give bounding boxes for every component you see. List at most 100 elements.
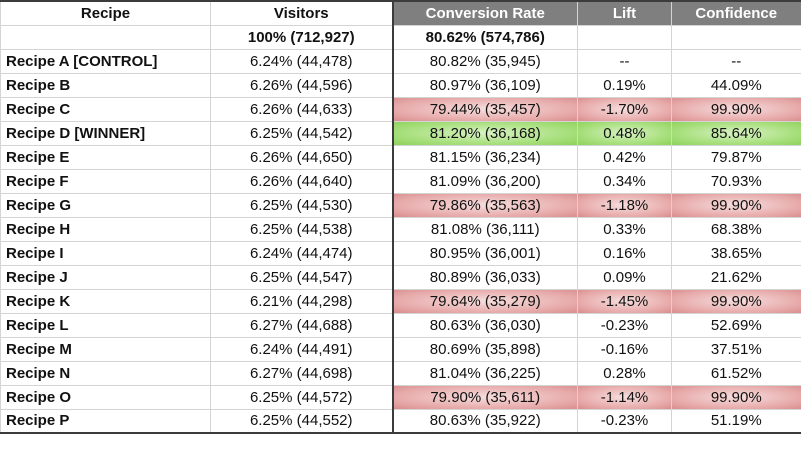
confidence-cell: 70.93% bbox=[671, 168, 801, 194]
lift-cell: -1.45% bbox=[577, 288, 672, 314]
lift-cell: -0.16% bbox=[577, 336, 672, 362]
confidence-cell: 68.38% bbox=[671, 216, 801, 242]
recipe-cell: Recipe B bbox=[0, 72, 211, 98]
conversion-rate-cell: 81.04% (36,225) bbox=[391, 360, 578, 386]
header-row: Recipe Visitors Conversion Rate Lift Con… bbox=[0, 0, 801, 26]
visitors-cell: 6.24% (44,474) bbox=[210, 240, 393, 266]
totals-conversion-cell: 80.62% (574,786) bbox=[391, 24, 578, 50]
lift-cell: 0.19% bbox=[577, 72, 672, 98]
confidence-cell: 79.87% bbox=[671, 144, 801, 170]
header-recipe[interactable]: Recipe bbox=[0, 0, 211, 26]
recipe-cell: Recipe J bbox=[0, 264, 211, 290]
recipe-cell: Recipe F bbox=[0, 168, 211, 194]
confidence-cell: 21.62% bbox=[671, 264, 801, 290]
visitors-cell: 6.26% (44,633) bbox=[210, 96, 393, 122]
table-row: Recipe N 6.27% (44,698) 81.04% (36,225) 0.2… bbox=[0, 360, 801, 386]
visitors-cell: 6.25% (44,542) bbox=[210, 120, 393, 146]
table-row: Recipe B 6.26% (44,596) 80.97% (36,109) 0.1… bbox=[0, 72, 801, 98]
lift-cell: -0.23% bbox=[577, 312, 672, 338]
visitors-cell: 6.25% (44,547) bbox=[210, 264, 393, 290]
conversion-rate-cell: 81.08% (36,111) bbox=[391, 216, 578, 242]
visitors-cell: 6.24% (44,491) bbox=[210, 336, 393, 362]
visitors-cell: 6.27% (44,688) bbox=[210, 312, 393, 338]
recipe-cell: Recipe M bbox=[0, 336, 211, 362]
confidence-cell: 99.90% bbox=[671, 96, 801, 122]
conversion-rate-cell: 80.97% (36,109) bbox=[391, 72, 578, 98]
table-row: Recipe C 6.26% (44,633) 79.44% (35,457) -1.… bbox=[0, 96, 801, 122]
visitors-cell: 6.25% (44,552) bbox=[210, 408, 393, 434]
conversion-rate-cell: 79.90% (35,611) bbox=[391, 384, 578, 410]
header-conversion-rate[interactable]: Conversion Rate bbox=[391, 0, 578, 26]
totals-visitors-cell: 100% (712,927) bbox=[210, 24, 393, 50]
recipe-cell: Recipe A [CONTROL] bbox=[0, 48, 211, 74]
header-visitors[interactable]: Visitors bbox=[210, 0, 393, 26]
lift-cell: 0.42% bbox=[577, 144, 672, 170]
confidence-cell: 99.90% bbox=[671, 288, 801, 314]
totals-recipe-cell bbox=[0, 24, 211, 50]
table-row: Recipe G 6.25% (44,530) 79.86% (35,563) -1.… bbox=[0, 192, 801, 218]
table-row: Recipe L 6.27% (44,688) 80.63% (36,030) -0.… bbox=[0, 312, 801, 338]
recipe-cell: Recipe K bbox=[0, 288, 211, 314]
conversion-rate-cell: 80.63% (36,030) bbox=[391, 312, 578, 338]
lift-cell: 0.33% bbox=[577, 216, 672, 242]
confidence-cell: 51.19% bbox=[671, 408, 801, 434]
table-row: Recipe P 6.25% (44,552) 80.63% (35,922) -0.… bbox=[0, 408, 801, 434]
conversion-rate-cell: 79.44% (35,457) bbox=[391, 96, 578, 122]
table-row: Recipe K 6.21% (44,298) 79.64% (35,279) -1.… bbox=[0, 288, 801, 314]
totals-confidence-cell bbox=[671, 24, 801, 50]
table-row: Recipe A [CONTROL] 6.24% (44,478) 80.82% (… bbox=[0, 48, 801, 74]
confidence-cell: -- bbox=[671, 48, 801, 74]
recipe-cell: Recipe P bbox=[0, 408, 211, 434]
table-row: Recipe E 6.26% (44,650) 81.15% (36,234) 0.4… bbox=[0, 144, 801, 170]
confidence-cell: 52.69% bbox=[671, 312, 801, 338]
conversion-rate-cell: 80.95% (36,001) bbox=[391, 240, 578, 266]
table-row: Recipe J 6.25% (44,547) 80.89% (36,033) 0.0… bbox=[0, 264, 801, 290]
recipe-cell: Recipe C bbox=[0, 96, 211, 122]
lift-cell: -1.14% bbox=[577, 384, 672, 410]
lift-cell: 0.48% bbox=[577, 120, 672, 146]
visitors-cell: 6.25% (44,530) bbox=[210, 192, 393, 218]
header-confidence[interactable]: Confidence bbox=[671, 0, 801, 26]
lift-cell: 0.16% bbox=[577, 240, 672, 266]
visitors-cell: 6.25% (44,572) bbox=[210, 384, 393, 410]
confidence-cell: 99.90% bbox=[671, 192, 801, 218]
recipe-cell: Recipe G bbox=[0, 192, 211, 218]
table-row: Recipe F 6.26% (44,640) 81.09% (36,200) 0.3… bbox=[0, 168, 801, 194]
visitors-cell: 6.24% (44,478) bbox=[210, 48, 393, 74]
lift-cell: 0.34% bbox=[577, 168, 672, 194]
lift-cell: -- bbox=[577, 48, 672, 74]
lift-cell: 0.09% bbox=[577, 264, 672, 290]
recipe-cell: Recipe E bbox=[0, 144, 211, 170]
lift-cell: -0.23% bbox=[577, 408, 672, 434]
header-lift[interactable]: Lift bbox=[577, 0, 672, 26]
visitors-cell: 6.26% (44,596) bbox=[210, 72, 393, 98]
totals-lift-cell bbox=[577, 24, 672, 50]
confidence-cell: 85.64% bbox=[671, 120, 801, 146]
conversion-rate-cell: 80.89% (36,033) bbox=[391, 264, 578, 290]
confidence-cell: 44.09% bbox=[671, 72, 801, 98]
conversion-rate-cell: 80.82% (35,945) bbox=[391, 48, 578, 74]
conversion-rate-cell: 79.86% (35,563) bbox=[391, 192, 578, 218]
recipe-cell: Recipe I bbox=[0, 240, 211, 266]
table-row: Recipe D [WINNER] 6.25% (44,542) 81.20% (3… bbox=[0, 120, 801, 146]
table-row: Recipe M 6.24% (44,491) 80.69% (35,898) -0.… bbox=[0, 336, 801, 362]
recipe-cell: Recipe N bbox=[0, 360, 211, 386]
table-row: Recipe O 6.25% (44,572) 79.90% (35,611) -1.… bbox=[0, 384, 801, 410]
results-body: 100% (712,927) 80.62% (574,786) Recipe A… bbox=[0, 24, 801, 434]
confidence-cell: 37.51% bbox=[671, 336, 801, 362]
confidence-cell: 38.65% bbox=[671, 240, 801, 266]
conversion-rate-cell: 80.63% (35,922) bbox=[391, 408, 578, 434]
recipe-cell: Recipe O bbox=[0, 384, 211, 410]
visitors-cell: 6.27% (44,698) bbox=[210, 360, 393, 386]
confidence-cell: 99.90% bbox=[671, 384, 801, 410]
totals-row: 100% (712,927) 80.62% (574,786) bbox=[0, 24, 801, 50]
visitors-cell: 6.26% (44,640) bbox=[210, 168, 393, 194]
visitors-cell: 6.21% (44,298) bbox=[210, 288, 393, 314]
ab-test-results-table: Recipe Visitors Conversion Rate Lift Con… bbox=[0, 0, 801, 434]
table-row: Recipe H 6.25% (44,538) 81.08% (36,111) 0.3… bbox=[0, 216, 801, 242]
lift-cell: -1.18% bbox=[577, 192, 672, 218]
recipe-cell: Recipe L bbox=[0, 312, 211, 338]
lift-cell: -1.70% bbox=[577, 96, 672, 122]
conversion-rate-cell: 79.64% (35,279) bbox=[391, 288, 578, 314]
